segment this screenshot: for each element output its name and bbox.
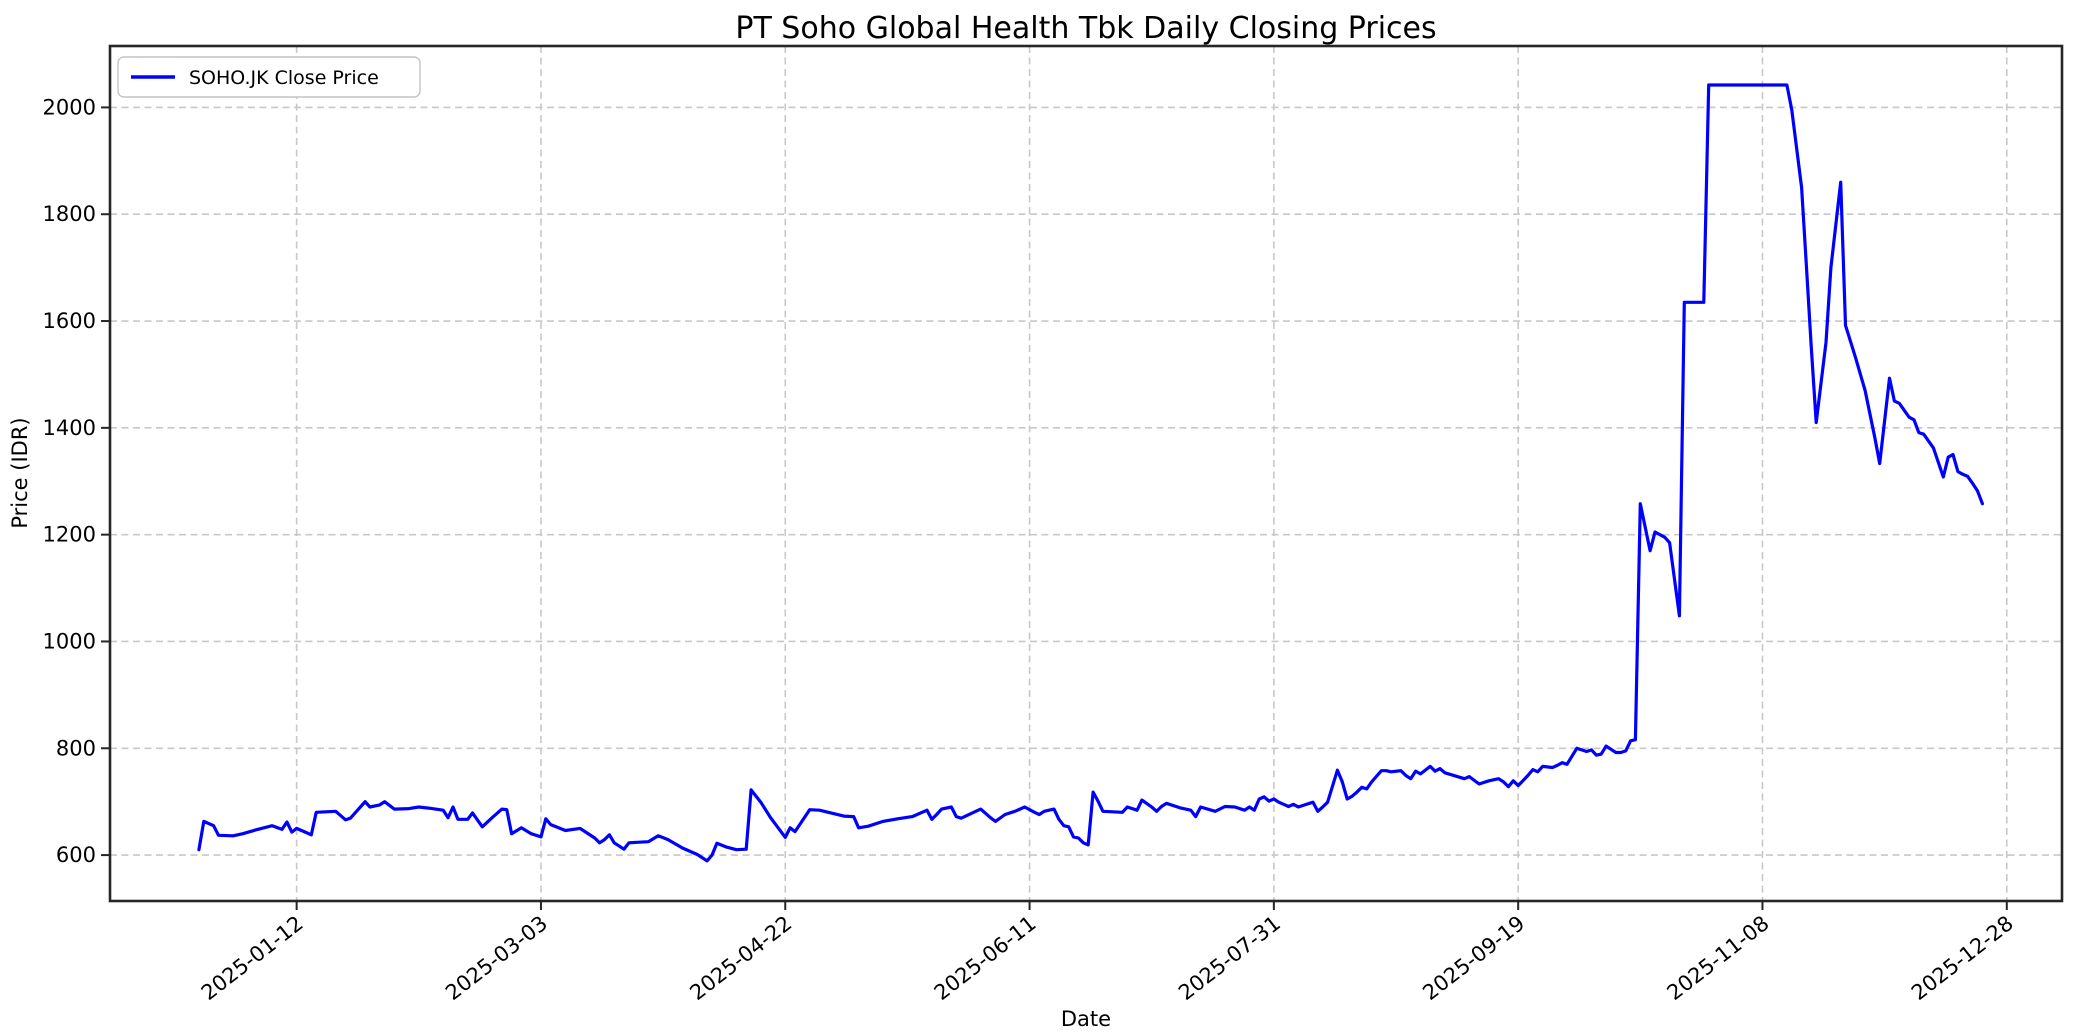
plot-area — [110, 46, 2062, 901]
axis-ticks — [101, 106, 2008, 910]
x-tick-label: 2025-04-22 — [685, 911, 796, 1005]
y-tick-label: 600 — [56, 843, 96, 867]
y-tick-labels: 600 800 1000 1200 1400 1600 1800 2000 — [43, 95, 96, 867]
y-tick-label: 1600 — [43, 309, 96, 333]
y-axis-label: Price (IDR) — [8, 417, 32, 528]
y-tick-label: 2000 — [43, 95, 96, 119]
x-tick-label: 2025-07-31 — [1174, 911, 1285, 1005]
legend-box — [117, 56, 421, 98]
chart-title: PT Soho Global Health Tbk Daily Closing … — [735, 11, 1436, 46]
x-tick-label: 2025-06-11 — [930, 911, 1041, 1005]
x-tick-label: 2025-03-03 — [441, 911, 552, 1005]
x-tick-label: 2025-01-12 — [197, 911, 308, 1005]
y-tick-label: 800 — [56, 736, 96, 760]
x-axis-label: Date — [1061, 1007, 1111, 1031]
y-tick-label: 1000 — [43, 629, 96, 653]
y-tick-label: 1200 — [43, 523, 96, 547]
legend-label: SOHO.JK Close Price — [189, 67, 379, 89]
x-tick-labels: 2025-01-12 2025-03-03 2025-04-22 2025-06-11… — [197, 911, 2018, 1005]
soho-close-price-line — [197, 83, 1984, 863]
grid-lines — [110, 46, 2062, 901]
y-tick-label: 1800 — [43, 202, 96, 226]
plot-border — [108, 44, 2064, 903]
x-tick-label: 2025-12-28 — [1907, 911, 2018, 1005]
y-tick-label: 1400 — [43, 416, 96, 440]
legend: SOHO.JK Close Price — [117, 56, 421, 98]
x-tick-label: 2025-11-08 — [1663, 911, 1774, 1005]
x-tick-label: 2025-09-19 — [1418, 911, 1529, 1005]
